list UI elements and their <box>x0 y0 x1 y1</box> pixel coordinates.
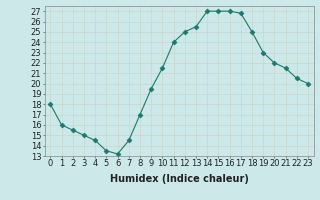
X-axis label: Humidex (Indice chaleur): Humidex (Indice chaleur) <box>110 174 249 184</box>
